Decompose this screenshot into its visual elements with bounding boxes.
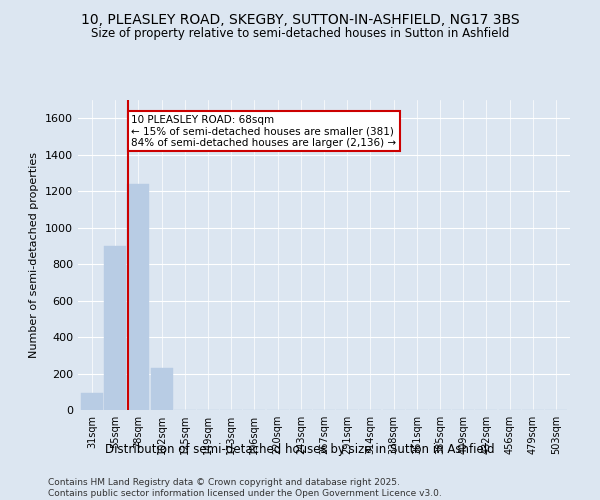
Text: Distribution of semi-detached houses by size in Sutton in Ashfield: Distribution of semi-detached houses by … <box>105 442 495 456</box>
Bar <box>127 184 149 410</box>
Bar <box>104 246 126 410</box>
Text: 10, PLEASLEY ROAD, SKEGBY, SUTTON-IN-ASHFIELD, NG17 3BS: 10, PLEASLEY ROAD, SKEGBY, SUTTON-IN-ASH… <box>80 12 520 26</box>
Y-axis label: Number of semi-detached properties: Number of semi-detached properties <box>29 152 40 358</box>
Bar <box>81 392 103 410</box>
Text: Contains HM Land Registry data © Crown copyright and database right 2025.
Contai: Contains HM Land Registry data © Crown c… <box>48 478 442 498</box>
Text: 10 PLEASLEY ROAD: 68sqm
← 15% of semi-detached houses are smaller (381)
84% of s: 10 PLEASLEY ROAD: 68sqm ← 15% of semi-de… <box>131 114 397 148</box>
Text: Size of property relative to semi-detached houses in Sutton in Ashfield: Size of property relative to semi-detach… <box>91 28 509 40</box>
Bar <box>151 368 173 410</box>
